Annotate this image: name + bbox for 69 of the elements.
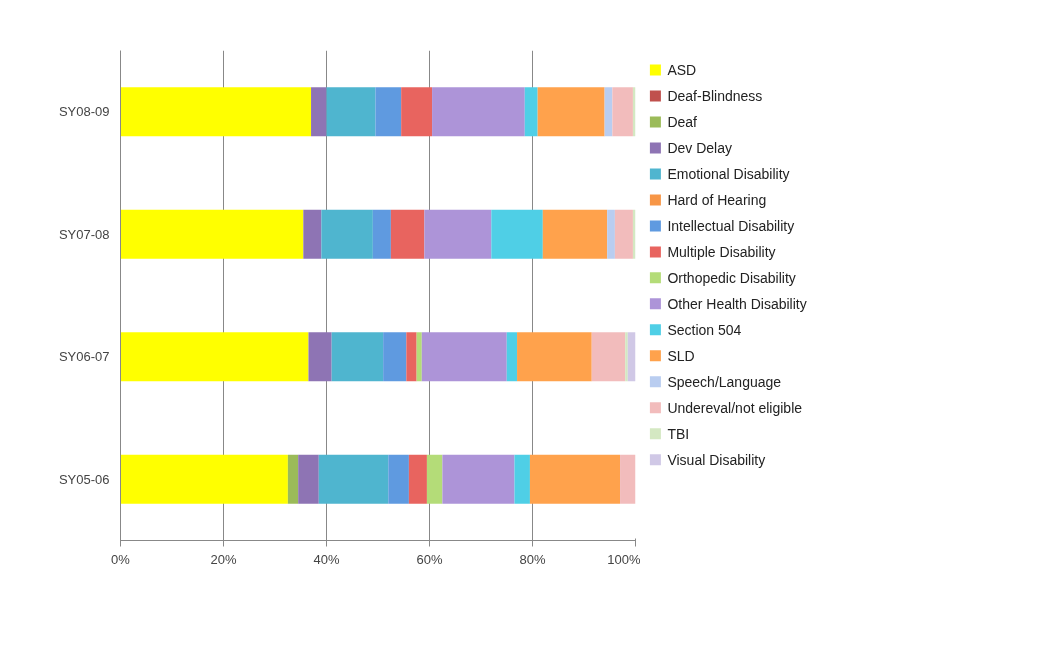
bar [612,87,633,137]
bar [614,209,633,259]
bar [514,454,530,504]
legend-label: Other Health Disability [667,295,807,312]
bar [542,209,608,259]
bar [537,87,605,137]
legend-label: SLD [667,347,695,364]
bar [627,332,636,382]
y-tick-label: SY08-09 [58,104,110,120]
legend-label: Speech/Language [667,373,782,390]
bar [625,332,628,382]
bar [529,454,621,504]
x-tick-label: 0% [111,551,131,567]
bar [426,454,443,504]
bar [298,454,319,504]
bar [120,209,304,259]
x-tick-label: 60% [416,551,443,567]
legend-label: Multiple Disability [667,243,776,260]
bar [120,332,309,382]
bar [432,87,525,137]
bar [321,209,373,259]
legend-label: Orthopedic Disability [667,269,796,286]
bar [491,209,543,259]
legend-label: ASD [667,62,697,79]
bar [375,87,402,137]
bar [442,454,515,504]
bar [506,332,518,382]
bar [120,454,288,504]
x-tick-label: 20% [210,551,237,567]
bar [326,87,376,137]
legend-label: Undereval/not eligible [667,399,803,416]
bar [591,332,626,382]
bar [318,454,389,504]
bar [408,454,427,504]
bar [308,332,332,382]
bar [401,87,433,137]
bar [604,87,613,137]
legend-label: TBI [667,425,690,442]
bar [120,87,312,137]
x-tick-label: 80% [519,551,546,567]
bar [331,332,384,382]
bar [416,332,422,382]
bar [383,332,407,382]
x-tick-label: 40% [313,551,340,567]
bar [372,209,391,259]
bar [287,454,299,504]
legend-label: Emotional Disability [667,165,790,182]
legend-label: Visual Disability [667,451,766,468]
bar [390,209,425,259]
legend-label: Intellectual Disability [667,217,795,234]
legend-label: Section 504 [667,321,742,338]
bar [388,454,409,504]
x-tick-label: 100% [607,551,641,567]
bar [517,332,592,382]
legend-label: Deaf-Blindness [667,88,763,105]
y-tick-label: SY05-06 [58,471,110,487]
y-tick-label: SY06-07 [58,349,110,365]
bar [424,209,492,259]
bar [620,454,636,504]
y-tick-label: SY07-08 [58,226,110,242]
bar [607,209,615,259]
legend-label: Hard of Hearing [667,191,767,208]
bar [303,209,322,259]
bar [406,332,417,382]
legend-label: Deaf [667,114,698,131]
bar [421,332,507,382]
legend-label: Dev Delay [667,140,732,157]
bar [524,87,538,137]
bar [311,87,327,137]
